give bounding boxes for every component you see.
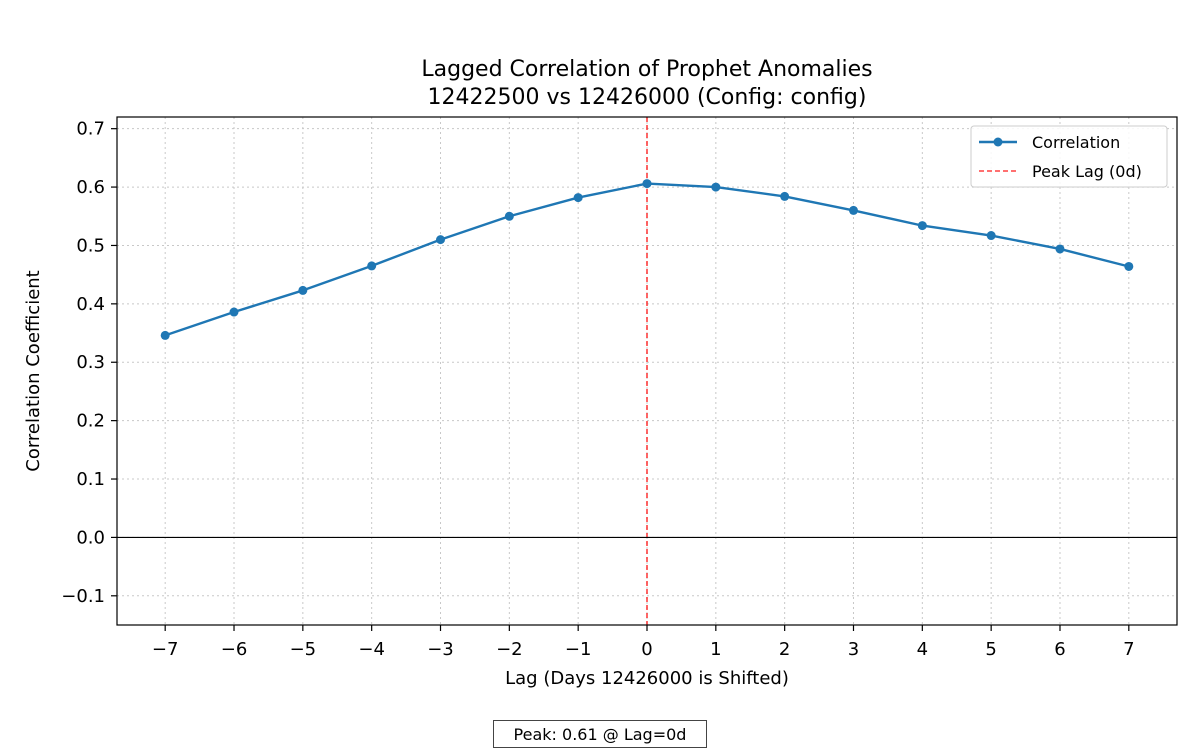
x-tick-label: −3: [427, 639, 454, 660]
legend-label-peak-lag: Peak Lag (0d): [1032, 162, 1142, 181]
y-tick-label: 0.6: [76, 177, 105, 198]
y-tick-label: 0.2: [76, 411, 105, 432]
x-tick-label: 6: [1054, 639, 1065, 660]
x-tick-label: 0: [641, 639, 652, 660]
chart-title-line-2: 12422500 vs 12426000 (Config: config): [428, 85, 867, 110]
x-tick-label: 1: [710, 639, 721, 660]
correlation-point: [1055, 244, 1065, 254]
y-axis-ticks: −0.1 0.0 0.1 0.2 0.3 0.4 0.5 0.6 0.7: [61, 119, 117, 607]
y-axis-label: Correlation Coefficient: [23, 270, 44, 471]
y-tick-label: 0.7: [76, 119, 105, 140]
y-tick-label: −0.1: [61, 586, 105, 607]
legend-label-correlation: Correlation: [1032, 133, 1120, 152]
y-tick-label: 0.1: [76, 469, 105, 490]
correlation-point: [848, 205, 858, 215]
correlation-point: [367, 261, 377, 271]
correlation-point: [986, 231, 996, 241]
x-tick-label: 4: [917, 639, 928, 660]
correlation-point: [1124, 261, 1134, 271]
x-tick-label: 2: [779, 639, 790, 660]
correlation-point: [504, 211, 514, 221]
peak-annotation: Peak: 0.61 @ Lag=0d: [493, 720, 707, 748]
legend: Correlation Peak Lag (0d): [970, 125, 1168, 188]
correlation-point: [780, 191, 790, 201]
reference-lines: [117, 117, 1177, 625]
x-axis-ticks: −7 −6 −5 −4 −3 −2 −1 0 1 2 3 4 5 6 7: [152, 625, 1135, 660]
x-tick-label: −7: [152, 639, 179, 660]
correlation-point: [573, 193, 583, 203]
series-layer: [160, 179, 1134, 340]
correlation-point: [298, 285, 308, 295]
legend-correlation-marker: [993, 137, 1003, 147]
x-tick-label: 5: [985, 639, 996, 660]
x-tick-label: −4: [358, 639, 385, 660]
x-tick-label: −2: [496, 639, 523, 660]
chart-title-line-1: Lagged Correlation of Prophet Anomalies: [421, 57, 872, 82]
y-tick-label: 0.4: [76, 294, 105, 315]
x-tick-label: 7: [1123, 639, 1134, 660]
y-tick-label: 0.3: [76, 352, 105, 373]
correlation-point: [160, 330, 170, 340]
correlation-point: [642, 179, 652, 189]
x-axis-label: Lag (Days 12426000 is Shifted): [505, 668, 789, 689]
x-tick-label: 3: [848, 639, 859, 660]
y-tick-label: 0.0: [76, 527, 105, 548]
x-tick-label: −6: [221, 639, 248, 660]
correlation-point: [229, 307, 239, 317]
correlation-point: [917, 221, 927, 231]
x-tick-label: −1: [565, 639, 592, 660]
correlation-point: [436, 235, 446, 245]
x-tick-label: −5: [290, 639, 317, 660]
y-tick-label: 0.5: [76, 235, 105, 256]
correlation-point: [711, 182, 721, 192]
legend-frame: [970, 125, 1168, 188]
